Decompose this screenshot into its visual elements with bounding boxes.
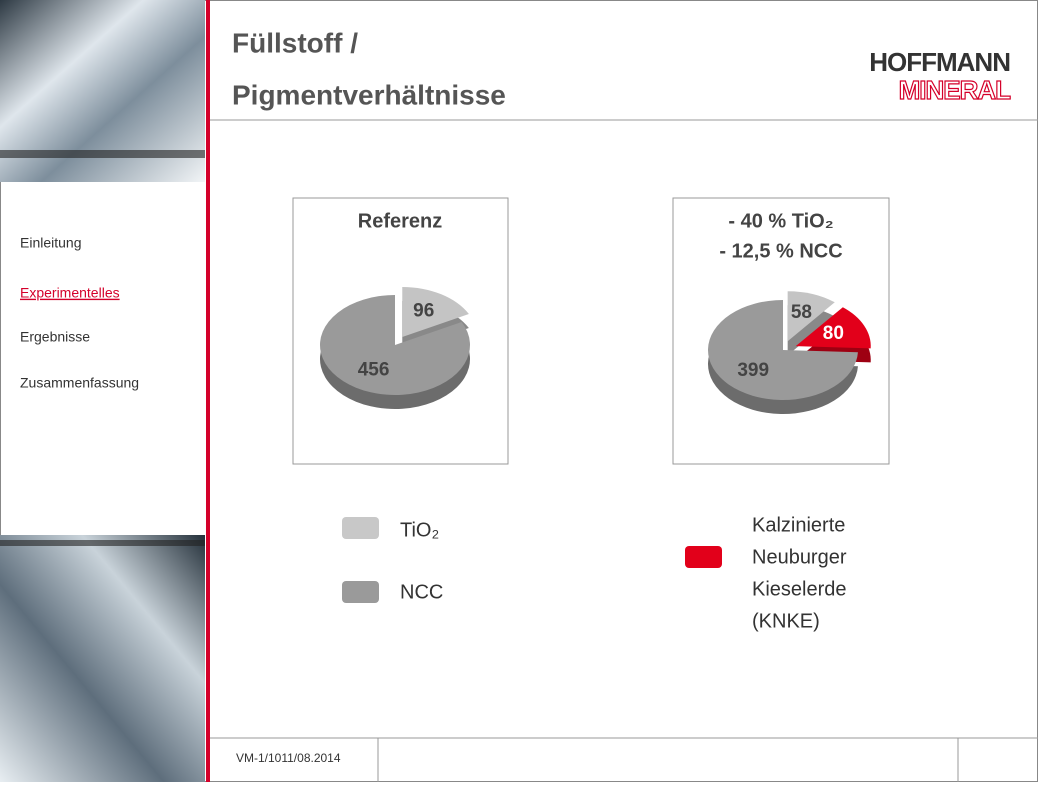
nav-item: Zusammenfassung <box>20 375 139 391</box>
data-label: 58 <box>791 302 812 323</box>
legend-label: (KNKE) <box>752 610 820 632</box>
chart-title: - 12,5 % NCC <box>719 240 842 262</box>
title: Pigmentverhältnisse <box>232 79 506 110</box>
logo-top: HOFFMANN <box>869 47 1010 77</box>
data-label: 399 <box>737 360 769 381</box>
nav-item: Ergebnisse <box>20 329 90 345</box>
legend-label: NCC <box>400 581 443 603</box>
data-label: 80 <box>823 323 844 344</box>
data-label: 96 <box>413 300 434 321</box>
chart-title: - 40 % TiO₂ <box>728 210 833 232</box>
legend-swatch <box>342 517 379 539</box>
legend-label: Kieselerde <box>752 578 847 600</box>
nav-item: Experimentelles <box>20 285 120 301</box>
sidebar-stripe <box>0 540 205 546</box>
legend-swatch <box>342 581 379 603</box>
legend-label: Neuburger <box>752 546 847 568</box>
logo-bottom: MINERAL <box>899 75 1012 105</box>
red-divider <box>206 0 210 782</box>
title: Füllstoff / <box>232 27 358 58</box>
slice <box>795 307 871 349</box>
data-label: 456 <box>358 360 390 381</box>
slice <box>320 295 470 396</box>
footer-code: VM-1/1011/08.2014 <box>236 751 341 765</box>
legend-label: Kalzinierte <box>752 514 845 536</box>
chart-title: Referenz <box>358 210 442 232</box>
slice <box>707 300 858 400</box>
sidebar-image-bottom <box>0 535 205 782</box>
slice <box>787 291 835 342</box>
legend-swatch <box>685 546 722 568</box>
legend-label: TiO₂ <box>400 519 439 541</box>
slice <box>402 287 469 338</box>
nav-item: Einleitung <box>20 235 82 251</box>
sidebar-stripe <box>0 150 205 158</box>
